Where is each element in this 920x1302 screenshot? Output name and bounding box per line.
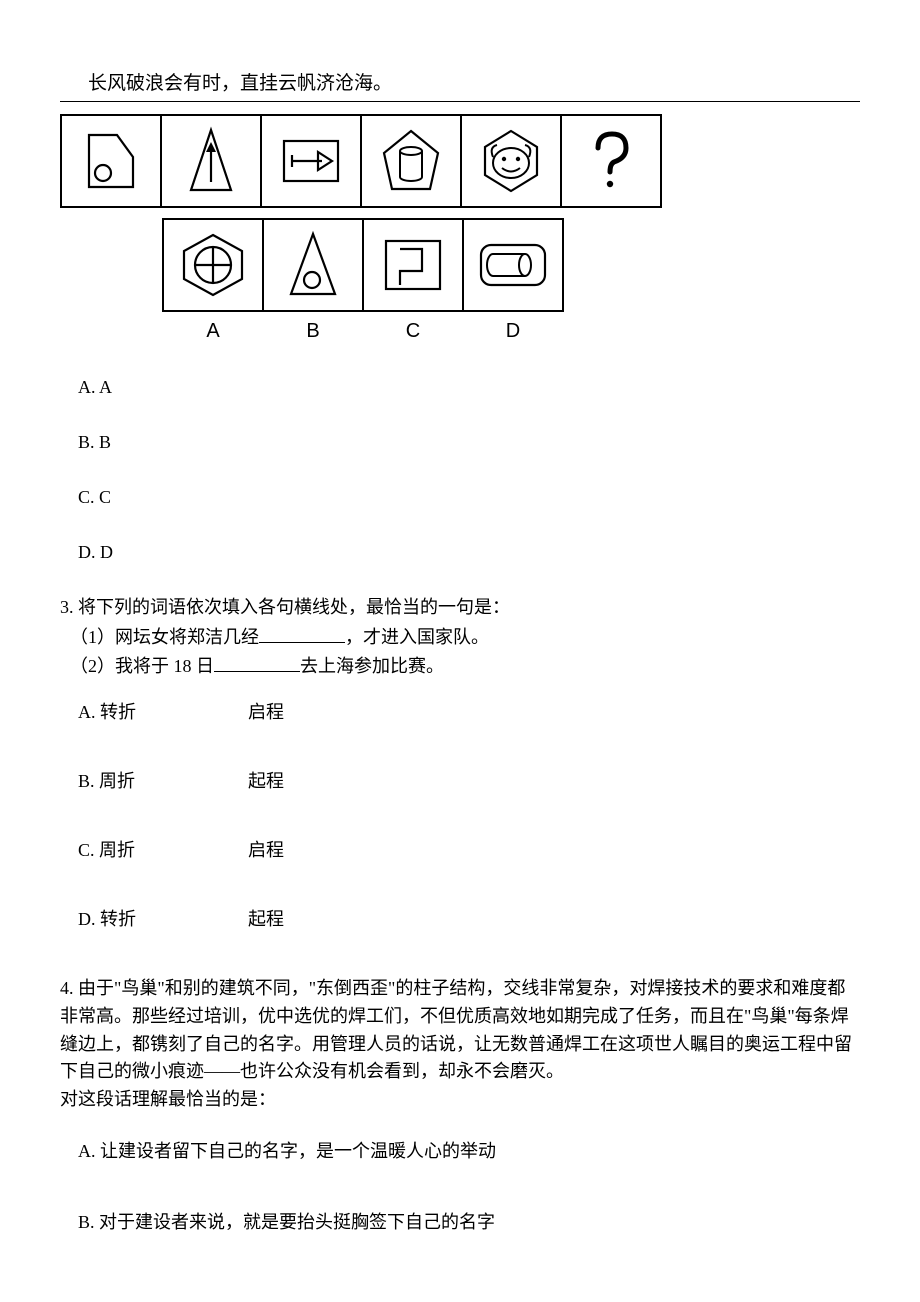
figure-cell-4 [360,114,462,208]
opt-label: C. [78,840,95,860]
q2-option-d: D. D [78,539,860,566]
opt-c1: 周折 [99,840,135,860]
figure-row-top [60,114,860,208]
blank-1 [259,623,345,643]
q4-option-a: A. 让建设者留下自己的名字，是一个温暖人心的举动 [78,1138,860,1165]
label-c: C [362,316,464,346]
q3-stem: 3. 将下列的词语依次填入各句横线处，最恰当的一句是： [60,594,860,622]
q2-option-b: B. B [78,429,860,456]
page-header-quote: 长风破浪会有时，直挂云帆济沧海。 [60,70,860,102]
opt-c2: 起程 [248,906,284,933]
figure-cell-question [560,114,662,208]
opt-c2: 启程 [248,699,284,726]
q3-option-b: B. 周折 起程 [78,768,860,795]
q3-sub2-post: 去上海参加比赛。 [300,656,444,676]
opt-label: D. [78,542,96,562]
q4-option-b: B. 对于建设者来说，就是要抬头挺胸签下自己的名字 [78,1209,860,1236]
q3-sub2: （2）我将于 18 日 去上海参加比赛。 [60,652,860,681]
q3-sub2-pre: （2）我将于 18 日 [70,656,214,676]
answer-figure-b [262,218,364,312]
label-a: A [162,316,264,346]
opt-c1: 转折 [100,909,136,929]
opt-label: B. [78,432,95,452]
q4-prompt: 对这段话理解最恰当的是： [60,1086,860,1114]
q3-sub1-pre: （1）网坛女将郑洁几经 [70,627,259,647]
opt-label: A. [78,1141,96,1161]
opt-c2: 启程 [248,837,284,864]
figure-cell-5 [460,114,562,208]
q4-stem: 4. 由于"鸟巢"和别的建筑不同，"东倒西歪"的柱子结构，交线非常复杂，对焊接技… [60,975,860,1087]
answer-figure-a [162,218,264,312]
opt-label: D. [78,909,96,929]
opt-label: B. [78,1212,95,1232]
q4-options: A. 让建设者留下自己的名字，是一个温暖人心的举动 B. 对于建设者来说，就是要… [78,1138,860,1236]
q3-option-c: C. 周折 启程 [78,837,860,864]
figure-cell-3 [260,114,362,208]
q3-options: A. 转折 启程 B. 周折 起程 C. 周折 启程 D. 转折 起程 [78,699,860,933]
q3-sub1: （1）网坛女将郑洁几经 ，才进入国家队。 [60,623,860,652]
q3-option-d: D. 转折 起程 [78,906,860,933]
label-b: B [262,316,364,346]
q2-options: A. A B. B C. C D. D [78,374,860,566]
opt-label: C. [78,487,95,507]
opt-label: A. [78,702,96,722]
blank-2 [214,652,300,672]
opt-text: 对于建设者来说，就是要抬头挺胸签下自己的名字 [99,1212,495,1232]
opt-c1: 周折 [99,771,135,791]
answer-figure-c [362,218,464,312]
opt-c1: 转折 [100,702,136,722]
answer-figure-d [462,218,564,312]
q2-option-a: A. A [78,374,860,401]
q3-option-a: A. 转折 启程 [78,699,860,726]
opt-label: B. [78,771,95,791]
opt-label: A. [78,377,96,397]
q2-option-c: C. C [78,484,860,511]
question-3: 3. 将下列的词语依次填入各句横线处，最恰当的一句是： （1）网坛女将郑洁几经 ，… [60,594,860,681]
q3-sub1-post: ，才进入国家队。 [345,627,489,647]
opt-text: 让建设者留下自己的名字，是一个温暖人心的举动 [100,1141,496,1161]
label-d: D [462,316,564,346]
figure-cell-1 [60,114,162,208]
answer-label-row: A B C D [60,316,860,346]
opt-value: A [99,377,112,397]
figure-cell-2 [160,114,262,208]
opt-c2: 起程 [248,768,284,795]
figure-sequence: A B C D [60,114,860,346]
opt-value: B [99,432,111,452]
question-4: 4. 由于"鸟巢"和别的建筑不同，"东倒西歪"的柱子结构，交线非常复杂，对焊接技… [60,975,860,1114]
opt-value: C [99,487,111,507]
figure-row-answers [60,218,860,312]
opt-value: D [100,542,113,562]
